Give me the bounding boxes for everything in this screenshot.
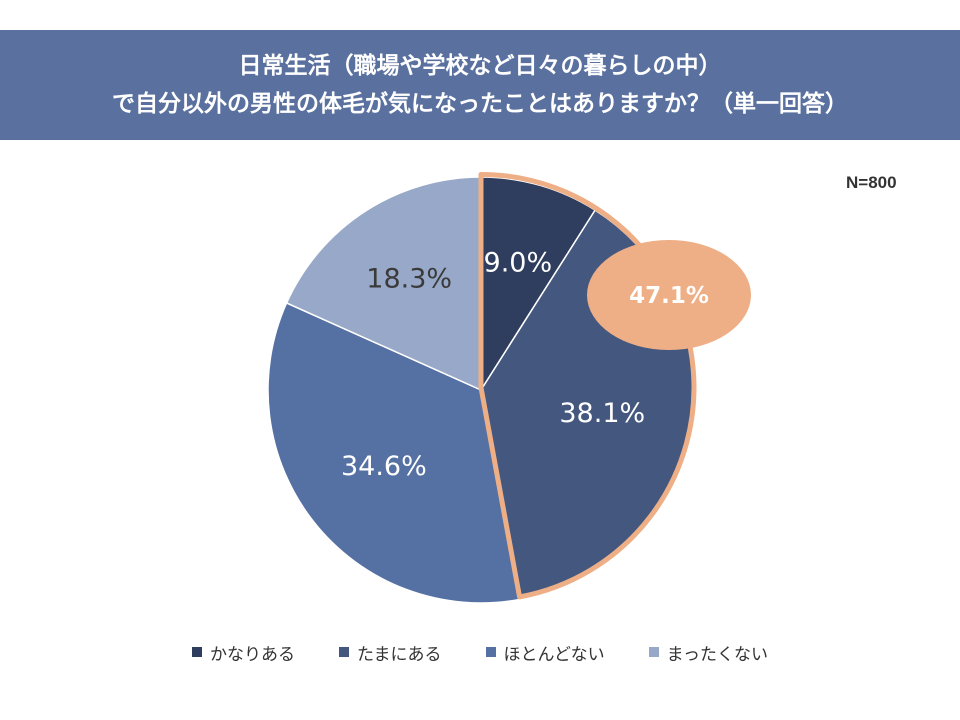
legend-swatch-tamani-aru	[339, 647, 349, 657]
legend-item-mattaku-nai: まったくない	[648, 640, 768, 665]
legend: かなりある たまにある ほとんどない まったくない	[0, 640, 960, 665]
pie-labels: 9.0% 38.1% 34.6% 18.3%	[341, 248, 645, 482]
legend-label-mattaku-nai: まったくない	[666, 644, 768, 665]
highlight-bubble	[587, 240, 751, 350]
legend-item-kanari-aru: かなりある	[192, 640, 295, 665]
legend-item-hotondo-nai: ほとんどない	[485, 640, 605, 665]
legend-swatch-hotondo-nai	[485, 647, 496, 657]
pie-label-tamani-aru: 38.1%	[559, 398, 645, 429]
legend-swatch-kanari-aru	[192, 647, 202, 657]
pie-label-hotondo-nai: 34.6%	[341, 451, 427, 482]
legend-swatch-mattaku-nai	[648, 647, 659, 657]
chart-title-line-2: で自分以外の男性の体毛が気になったことはありますか？（単一回答）	[112, 91, 848, 117]
legend-item-tamani-aru: たまにある	[339, 640, 442, 665]
pie-slice-hotondo-nai	[267, 301, 521, 604]
legend-label-kanari-aru: かなりある	[210, 644, 295, 665]
legend-label-tamani-aru: たまにある	[357, 644, 442, 665]
highlight-outline	[478, 171, 697, 600]
highlight-group: 47.1%	[478, 171, 751, 600]
highlight-label: 47.1%	[629, 283, 709, 309]
chart-title-line-1: 日常生活（職場や学校など日々の暮らしの中）	[238, 53, 722, 79]
legend-label-hotondo-nai: ほとんどない	[503, 644, 605, 665]
sample-size-label: N=800	[846, 173, 897, 192]
pie-label-kanari-aru: 9.0%	[484, 248, 553, 279]
pie-label-mattaku-nai: 18.3%	[366, 264, 452, 295]
chart-title-banner: 日常生活（職場や学校など日々の暮らしの中） で自分以外の男性の体毛が気になったこ…	[0, 30, 960, 140]
pie-slice-mattaku-nai	[285, 176, 482, 392]
